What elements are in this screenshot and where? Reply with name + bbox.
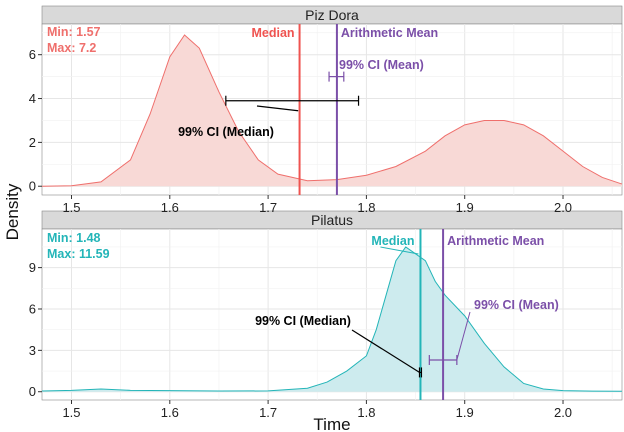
density-area: [42, 34, 622, 187]
y-tick-label: 0: [29, 179, 36, 194]
strip-title-pilatus: Pilatus: [311, 212, 353, 228]
x-tick-label: 1.6: [161, 405, 179, 420]
ci-median-leader: [256, 105, 299, 112]
x-axis-title: Time: [313, 415, 350, 432]
x-tick-label: 1.8: [357, 200, 375, 215]
max-label: Max: 7.2: [47, 41, 96, 55]
x-tick-label: 1.7: [259, 405, 277, 420]
median-leader: [380, 246, 419, 255]
mean-label: Arithmetic Mean: [341, 26, 438, 40]
x-tick-label: 2.0: [554, 405, 572, 420]
ci-median-label: 99% CI (Median): [255, 314, 351, 328]
x-tick-label: 1.6: [161, 200, 179, 215]
y-tick-label: 4: [29, 91, 36, 106]
min-label: Min: 1.57: [47, 25, 101, 39]
density-area: [42, 246, 622, 392]
strip-title-piz-dora: Piz Dora: [305, 7, 359, 23]
panel-pilatus: [41, 228, 623, 401]
ci-mean-label: 99% CI (Mean): [474, 298, 559, 312]
x-tick-label: 1.5: [62, 200, 80, 215]
x-tick-label: 1.8: [357, 405, 375, 420]
y-tick-label: 3: [29, 343, 36, 358]
y-axis-title: Density: [3, 183, 22, 240]
x-tick-label: 1.9: [456, 405, 474, 420]
median-label: Median: [251, 26, 294, 40]
y-tick-label: 9: [29, 260, 36, 275]
x-tick-label: 1.5: [62, 405, 80, 420]
y-tick-label: 0: [29, 384, 36, 399]
y-tick-label: 6: [29, 47, 36, 62]
y-tick-label: 6: [29, 301, 36, 316]
median-label: Median: [371, 234, 414, 248]
ci-mean-leader: [456, 311, 471, 361]
x-tick-label: 1.7: [259, 200, 277, 215]
ci-mean-label: 99% CI (Mean): [339, 58, 424, 72]
ci-median-leader: [351, 329, 420, 373]
mean-label: Arithmetic Mean: [447, 234, 544, 248]
min-label: Min: 1.48: [47, 231, 101, 245]
y-tick-label: 2: [29, 135, 36, 150]
x-tick-label: 1.9: [456, 200, 474, 215]
ci-median-label: 99% CI (Median): [178, 125, 274, 139]
x-tick-label: 2.0: [554, 200, 572, 215]
max-label: Max: 11.59: [47, 247, 110, 261]
density-line: [41, 246, 623, 392]
